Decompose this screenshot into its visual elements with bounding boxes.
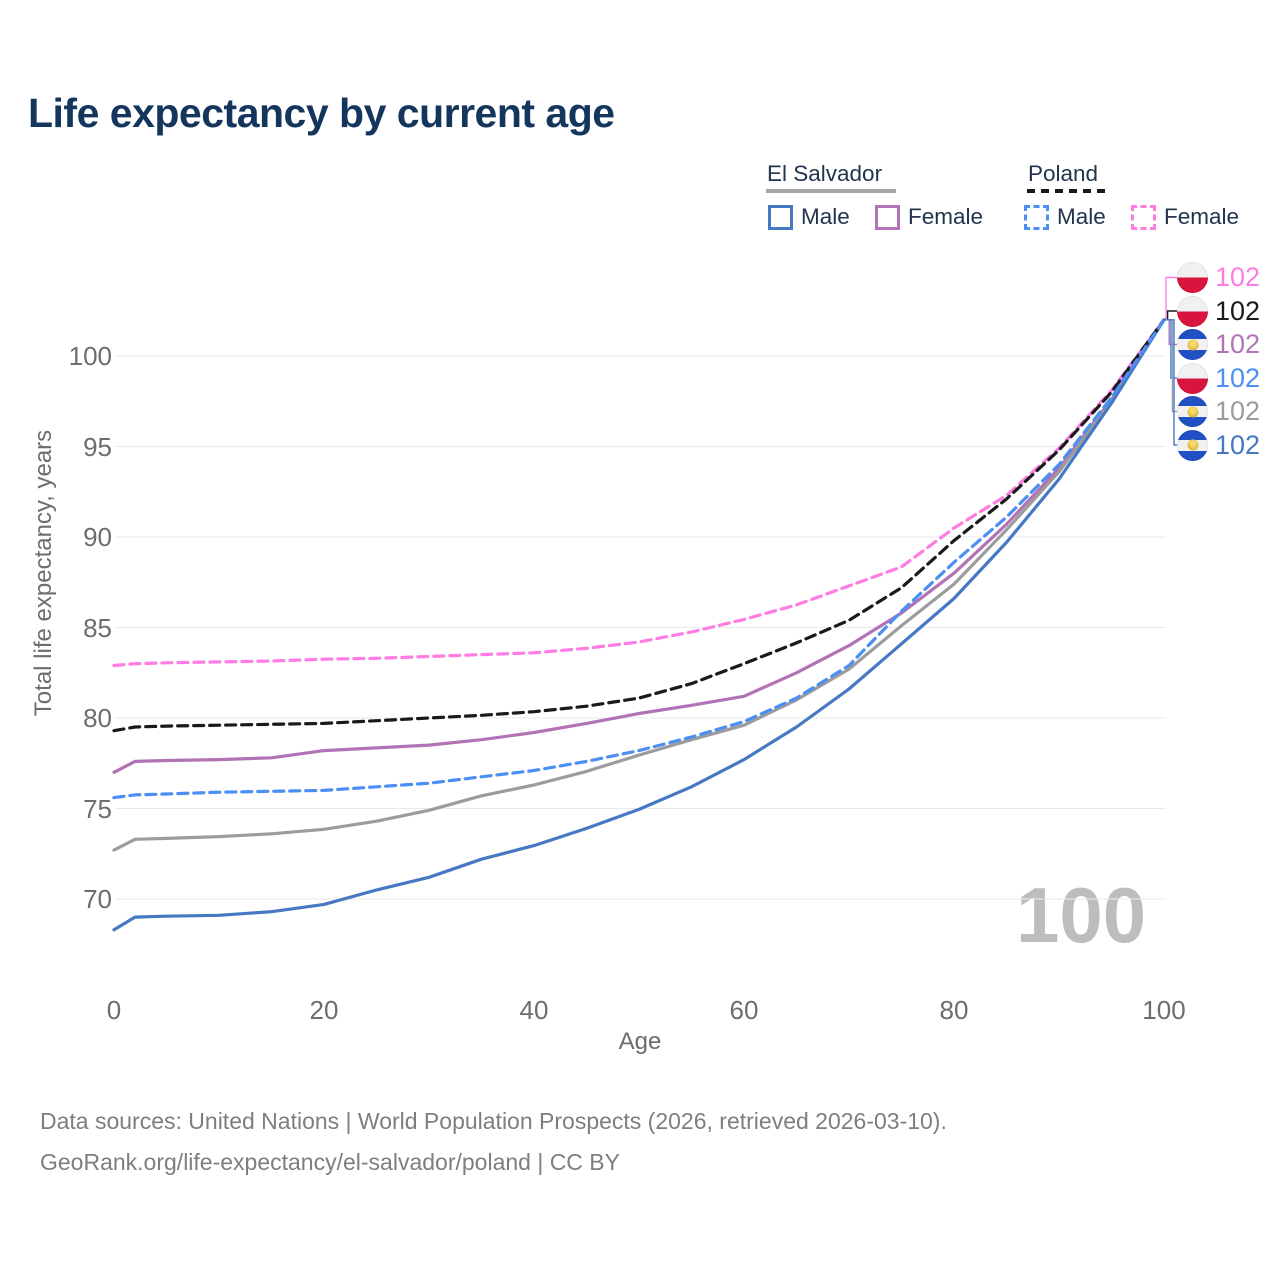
end-value-poland-male: 102 [1215,362,1261,393]
y-tick-70: 70 [83,884,112,914]
legend-swatch-poland-female-icon [1131,204,1156,230]
end-label-poland-female: 102 [1177,262,1260,293]
end-value-poland-female: 102 [1215,262,1261,292]
x-tick-40: 40 [519,995,549,1025]
series-line-el-salvador-male [112,318,1166,932]
end-label-connector-el-salvador [1164,319,1177,413]
y-tick-90: 90 [83,522,112,552]
legend-item-poland-male[interactable]: Male [1024,204,1106,230]
page-title: Life expectancy by current age [28,90,615,136]
x-tick-100: 100 [1142,995,1186,1025]
poland-flag-icon [1177,262,1208,293]
y-tick-100: 100 [68,341,112,371]
series-line-poland-female [112,318,1166,668]
age-watermark: 100 [1016,871,1147,959]
end-label-poland: 102 [1177,295,1261,327]
x-tick-60: 60 [729,995,759,1025]
end-label-connector-el-salvador-male [1164,319,1177,446]
end-label-connector-poland [1164,310,1177,321]
el-salvador-flag-icon [1177,329,1208,360]
series-line-el-salvador [112,318,1166,852]
end-label-el-salvador-male: 102 [1177,429,1261,461]
poland-flag-icon [1177,362,1208,394]
legend-item-el-salvador-female[interactable]: Female [875,204,983,230]
source-url[interactable]: GeoRank.org/life-expectancy/el-salvador/… [40,1149,620,1175]
end-label-el-salvador: 102 [1177,396,1260,427]
el-salvador-flag-icon [1177,429,1208,461]
end-label-el-salvador-female: 102 [1177,329,1260,360]
end-label-connector-el-salvador-female [1164,319,1177,346]
end-label-poland-male: 102 [1177,362,1261,394]
el-salvador-flag-icon [1177,396,1208,427]
legend-label-el-salvador-male: Male [801,204,850,229]
data-sources-note: Data sources: United Nations | World Pop… [40,1108,947,1134]
legend-group-el-salvador[interactable]: El Salvador [767,161,883,186]
end-value-el-salvador-female: 102 [1215,329,1261,359]
y-tick-85: 85 [83,612,112,643]
legend-item-el-salvador-male[interactable]: Male [768,204,850,230]
y-axis-title: Total life expectancy, years [30,429,57,717]
y-tick-75: 75 [83,793,112,824]
end-label-connector-poland-female [1164,276,1177,321]
x-axis-title: Age [618,1028,662,1055]
end-label-connector-poland-male [1164,319,1177,379]
x-tick-80: 80 [939,995,969,1025]
x-tick-0: 0 [106,995,122,1025]
legend-label-el-salvador-female: Female [908,204,984,229]
end-value-el-salvador: 102 [1215,396,1261,426]
y-tick-80: 80 [83,703,112,733]
legend-swatch-el-salvador-male-icon [768,204,793,230]
end-value-poland: 102 [1215,295,1261,326]
legend-item-poland-female[interactable]: Female [1131,204,1239,230]
poland-flag-icon [1177,295,1208,327]
series-line-poland-male [112,318,1166,800]
x-tick-20: 20 [309,995,339,1025]
legend-label-poland-male: Male [1057,204,1106,229]
end-value-el-salvador-male: 102 [1215,429,1261,460]
series-line-el-salvador-female [112,318,1166,774]
legend-group-poland[interactable]: Poland [1028,161,1099,186]
legend-swatch-poland-male-icon [1024,204,1049,230]
legend-underline-el-salvador [766,189,896,193]
legend-swatch-el-salvador-female-icon [875,204,900,230]
legend-label-poland-female: Female [1164,204,1240,229]
y-tick-95: 95 [83,431,112,462]
legend-underline-poland [1027,189,1106,193]
series-line-poland [112,318,1166,733]
